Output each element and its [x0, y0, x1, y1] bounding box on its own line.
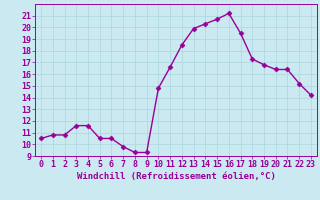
X-axis label: Windchill (Refroidissement éolien,°C): Windchill (Refroidissement éolien,°C) [76, 172, 276, 181]
